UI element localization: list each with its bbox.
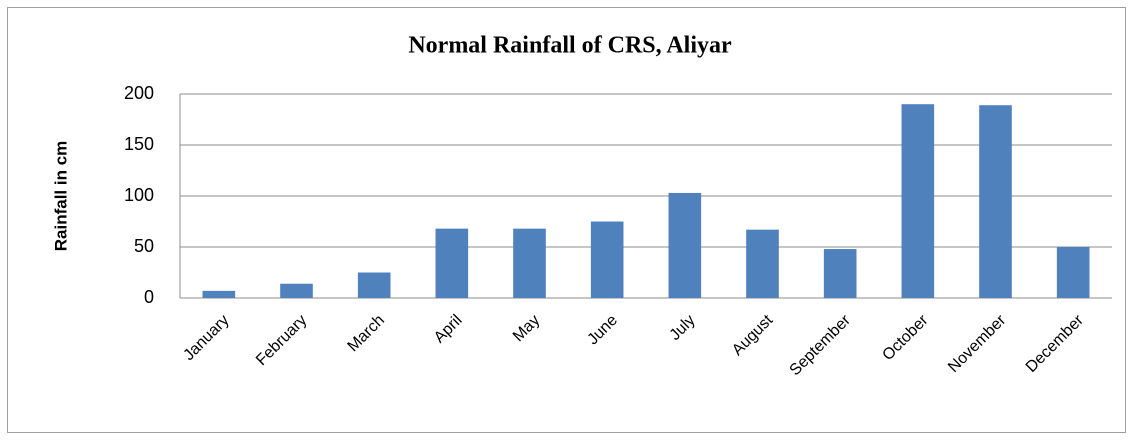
bar <box>901 104 935 298</box>
y-tick-label: 150 <box>124 134 154 154</box>
bar <box>979 105 1012 298</box>
y-tick-label: 50 <box>134 236 154 256</box>
y-axis-label: Rainfall in cm <box>51 141 70 252</box>
bar <box>202 290 236 298</box>
bar <box>435 228 469 298</box>
bar <box>357 272 391 298</box>
bar <box>513 228 546 298</box>
bar <box>590 221 624 298</box>
y-tick-label: 100 <box>124 185 154 205</box>
y-tick-label: 200 <box>124 83 154 103</box>
bar <box>823 249 857 298</box>
bar <box>280 283 313 298</box>
bar <box>746 229 779 298</box>
chart-title: Normal Rainfall of CRS, Aliyar <box>408 33 732 59</box>
bar <box>668 192 702 298</box>
y-tick-label: 0 <box>144 287 154 307</box>
bar <box>1056 247 1090 298</box>
chart-border <box>7 7 1126 433</box>
